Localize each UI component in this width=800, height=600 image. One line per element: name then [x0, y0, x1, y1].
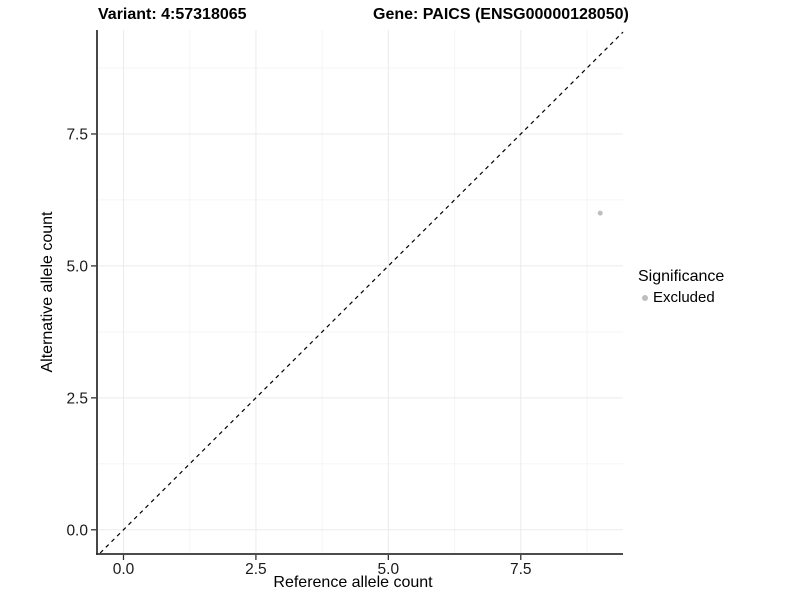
y-tick-label: 5.0 — [66, 258, 88, 275]
gene-title: Gene: PAICS (ENSG00000128050) — [373, 6, 629, 23]
legend-title: Significance — [638, 268, 725, 285]
legend-item-label: Excluded — [653, 289, 715, 306]
variant-title: Variant: 4:57318065 — [98, 6, 247, 23]
x-tick-label: 0.0 — [113, 561, 135, 578]
y-tick-label: 0.0 — [66, 522, 88, 539]
identity-line — [99, 31, 624, 554]
x-tick-label: 5.0 — [378, 561, 400, 578]
x-tick-label: 7.5 — [510, 561, 532, 578]
y-tick-label: 2.5 — [66, 390, 88, 407]
legend-item-excluded: Excluded — [642, 289, 724, 306]
y-tick-label: 7.5 — [66, 126, 88, 143]
data-point — [597, 210, 603, 216]
x-tick-label: 2.5 — [245, 561, 267, 578]
x-axis-title: Reference allele count — [273, 574, 433, 591]
legend: Significance Excluded — [638, 268, 724, 306]
legend-point-icon — [642, 294, 648, 301]
